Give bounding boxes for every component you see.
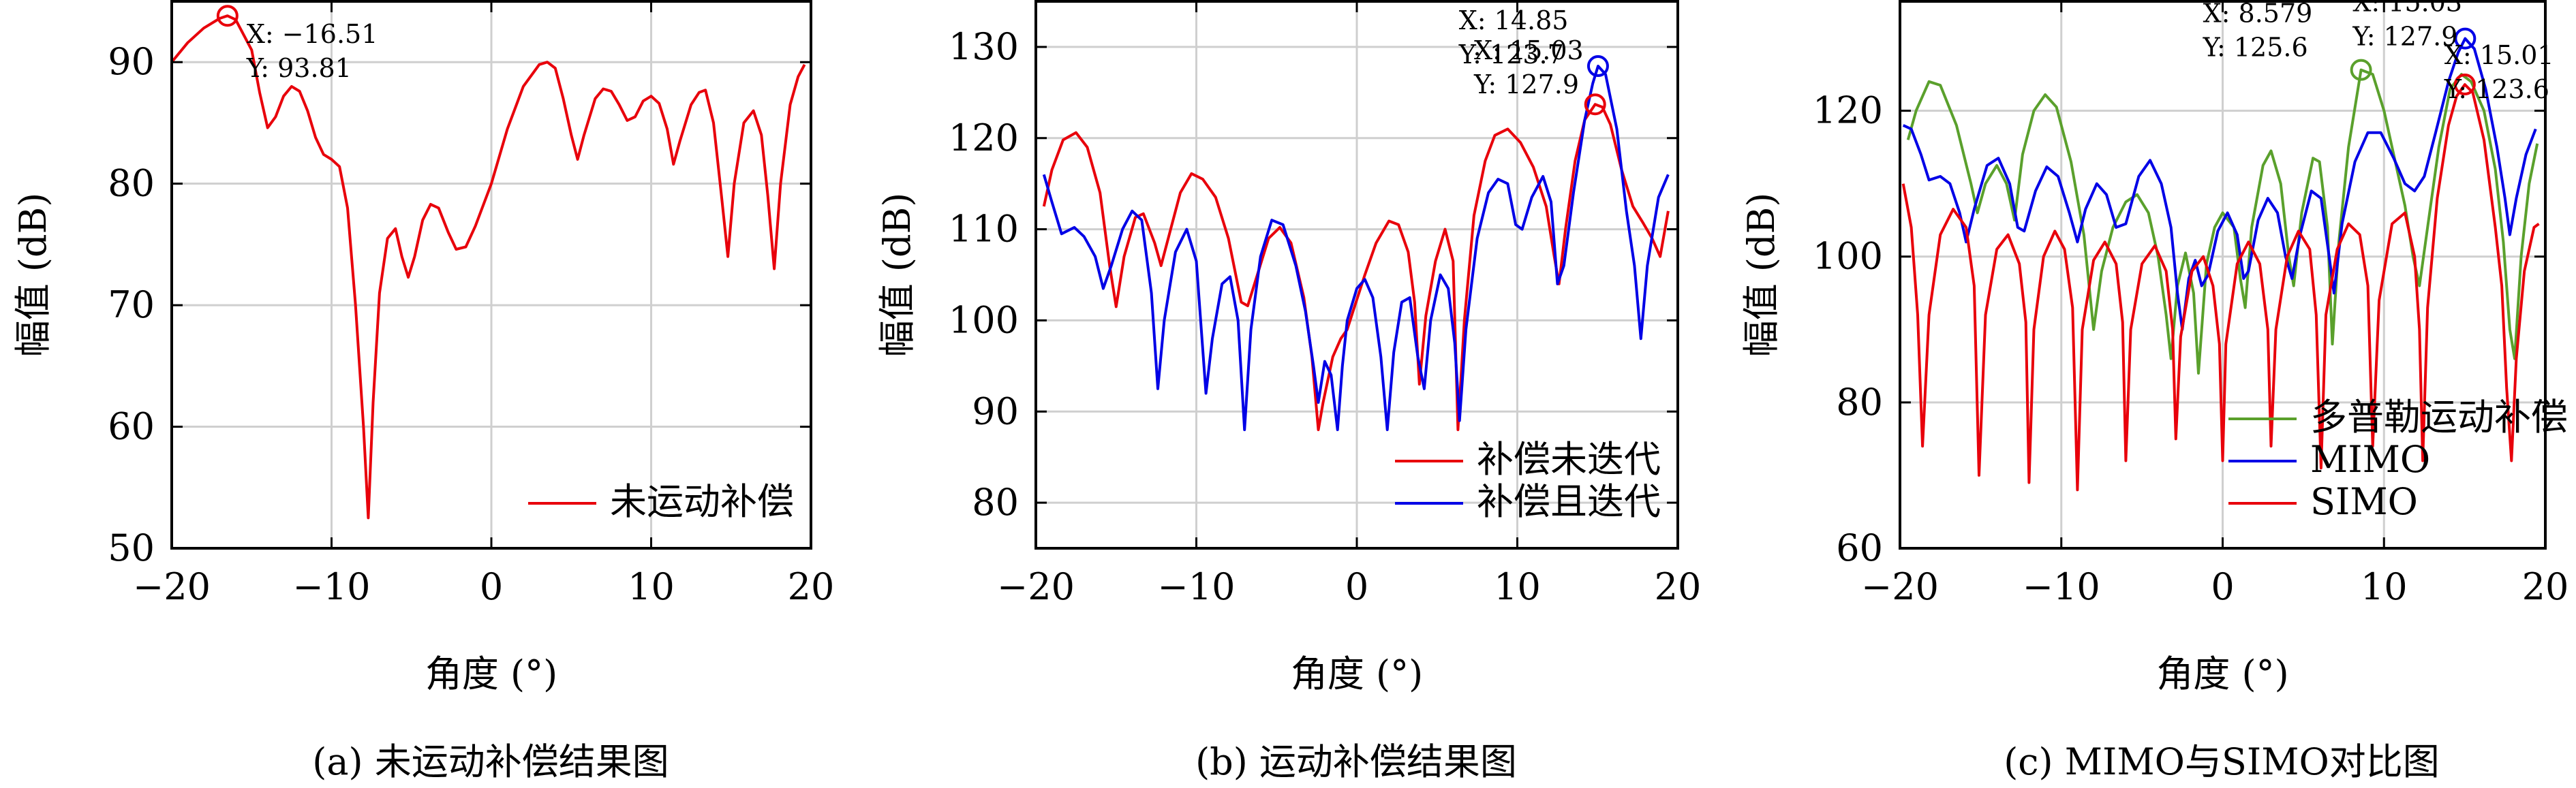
datatip-x-label: X: 15.03 bbox=[1474, 35, 1584, 65]
datatip-y-label: Y: 93.81 bbox=[246, 53, 352, 83]
x-tick-label: 10 bbox=[1494, 565, 1541, 608]
y-tick-label: 120 bbox=[949, 116, 1019, 159]
panel-caption: (a) 未运动补偿结果图 bbox=[312, 740, 669, 783]
datatip-marker bbox=[1584, 93, 1606, 116]
series-line-0 bbox=[1906, 68, 2539, 375]
series-line-1 bbox=[1902, 37, 2537, 331]
datatip-y-label: Y: 123.7 bbox=[1458, 40, 1564, 69]
legend-label: 未运动补偿 bbox=[610, 480, 794, 523]
datatip-marker bbox=[2350, 59, 2372, 81]
x-tick-label: 10 bbox=[628, 565, 675, 608]
datatip-marker bbox=[2453, 74, 2476, 96]
datatip-y-label: Y: 123.6 bbox=[2444, 74, 2549, 104]
legend-label: MIMO bbox=[2310, 438, 2430, 481]
legend-label: SIMO bbox=[2310, 480, 2418, 523]
datatip-marker bbox=[1586, 55, 1609, 78]
y-axis-title: 幅值 (dB) bbox=[12, 193, 55, 358]
y-tick-label: 50 bbox=[108, 526, 155, 569]
y-tick-label: 60 bbox=[108, 405, 155, 448]
y-tick-label: 120 bbox=[1813, 89, 1883, 132]
datatip-y-label: Y: 127.9 bbox=[2352, 22, 2457, 52]
legend-label: 补偿且迭代 bbox=[1477, 480, 1661, 523]
y-tick-label: 110 bbox=[949, 208, 1019, 251]
datatip-y-label: Y: 127.9 bbox=[1473, 69, 1579, 99]
y-tick-label: 70 bbox=[108, 283, 155, 326]
x-tick-label: −10 bbox=[2023, 565, 2100, 608]
series-line-2 bbox=[1901, 83, 2540, 492]
series-line-0 bbox=[172, 14, 806, 520]
y-axis-title: 幅值 (dB) bbox=[876, 193, 919, 358]
x-tick-label: 20 bbox=[1655, 565, 1702, 608]
x-tick-label: −10 bbox=[293, 565, 371, 608]
x-tick-label: 10 bbox=[2361, 565, 2408, 608]
datatip-marker bbox=[2454, 27, 2477, 50]
datatip-x-label: X: 14.85 bbox=[1459, 5, 1569, 35]
x-tick-label: 20 bbox=[2522, 565, 2569, 608]
y-tick-label: 90 bbox=[108, 40, 155, 83]
x-tick-label: 0 bbox=[2211, 565, 2234, 608]
datatip-marker bbox=[216, 5, 239, 27]
x-axis-title: 角度 (°) bbox=[1291, 652, 1423, 695]
series-line-1 bbox=[1042, 65, 1670, 431]
x-tick-label: 0 bbox=[480, 565, 503, 608]
x-tick-label: −10 bbox=[1158, 565, 1236, 608]
datatip-x-label: X: 8.579 bbox=[2203, 0, 2313, 29]
panel-a: X: −16.51 Y: 93.81 −20 −10 0 10 20 50 60 70 80 90 角度… bbox=[12, 0, 835, 783]
x-tick-label: 0 bbox=[1345, 565, 1368, 608]
datatip-x-label: X: 15.01 bbox=[2444, 40, 2554, 70]
x-tick-label: −20 bbox=[1861, 565, 1939, 608]
panel-caption: (c) MIMO与SIMO对比图 bbox=[2004, 740, 2440, 783]
series-line-0 bbox=[1042, 103, 1670, 431]
y-tick-label: 100 bbox=[1813, 235, 1883, 278]
y-tick-label: 100 bbox=[949, 298, 1019, 341]
y-tick-label: 60 bbox=[1836, 526, 1883, 569]
x-tick-label: 20 bbox=[788, 565, 835, 608]
y-tick-label: 80 bbox=[1836, 381, 1883, 424]
y-tick-label: 90 bbox=[972, 390, 1019, 432]
x-axis-title: 角度 (°) bbox=[2156, 652, 2288, 695]
datatip-y-label: Y: 125.6 bbox=[2203, 33, 2308, 63]
datatip-x-label: X: 15.03 bbox=[2352, 0, 2462, 18]
datatip-x-label: X: −16.51 bbox=[247, 19, 378, 49]
legend-label: 多普勒运动补偿 bbox=[2310, 396, 2568, 439]
y-tick-label: 80 bbox=[972, 481, 1019, 524]
panel-b: X: 15.03 Y: 127.9 X: 14.85 Y: 123.7 −20 −10 0 1… bbox=[876, 0, 1702, 783]
y-tick-label: 130 bbox=[949, 25, 1019, 68]
y-axis-title: 幅值 (dB) bbox=[1740, 193, 1783, 358]
y-tick-label: 80 bbox=[108, 162, 155, 205]
x-axis-title: 角度 (°) bbox=[425, 652, 557, 695]
x-tick-label: −20 bbox=[133, 565, 211, 608]
legend-label: 补偿未迭代 bbox=[1477, 438, 1661, 481]
panel-caption: (b) 运动补偿结果图 bbox=[1195, 740, 1517, 783]
panel-c: X: 15.03 Y: 127.9 X: 8.579 Y: 125.6 X: 15.01… bbox=[1740, 0, 2569, 783]
x-tick-label: −20 bbox=[997, 565, 1075, 608]
